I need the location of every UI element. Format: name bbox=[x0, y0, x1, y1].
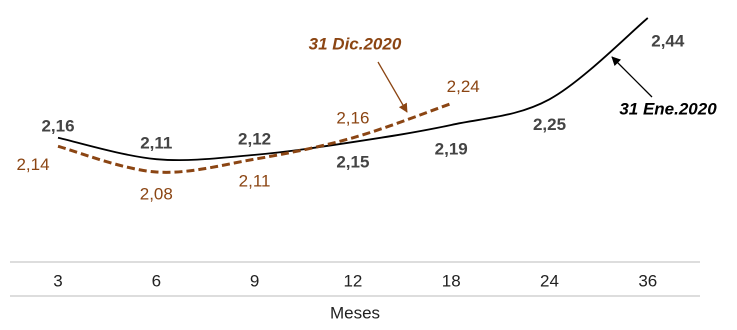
series-line bbox=[57, 102, 452, 174]
data-label: 2,11 bbox=[140, 134, 172, 153]
data-label: 2,16 bbox=[336, 108, 369, 127]
series-annotation: 31 Ene.2020 bbox=[619, 99, 717, 118]
data-label: 2,44 bbox=[651, 31, 685, 50]
x-tick-label: 3 bbox=[53, 271, 62, 290]
x-tick-label: 18 bbox=[442, 271, 461, 290]
x-tick-label: 24 bbox=[540, 271, 559, 290]
series-line bbox=[57, 17, 649, 161]
data-label: 2,15 bbox=[336, 153, 369, 172]
data-label: 2,11 bbox=[239, 172, 271, 191]
annotation-arrow bbox=[611, 56, 653, 98]
data-label: 2,08 bbox=[140, 184, 173, 203]
data-label: 2,24 bbox=[447, 77, 480, 96]
x-tick-label: 12 bbox=[343, 271, 362, 290]
x-tick-label: 6 bbox=[152, 271, 161, 290]
data-label: 2,12 bbox=[238, 129, 271, 148]
data-label: 2,16 bbox=[41, 116, 74, 135]
x-axis-title: Meses bbox=[330, 303, 380, 322]
annotation-arrow bbox=[377, 61, 408, 113]
x-tick-label: 36 bbox=[638, 271, 657, 290]
data-label: 2,19 bbox=[435, 139, 468, 158]
series-annotation: 31 Dic.2020 bbox=[309, 34, 402, 53]
data-label: 2,25 bbox=[533, 115, 566, 134]
x-tick-label: 9 bbox=[250, 271, 259, 290]
data-label: 2,14 bbox=[16, 155, 49, 174]
